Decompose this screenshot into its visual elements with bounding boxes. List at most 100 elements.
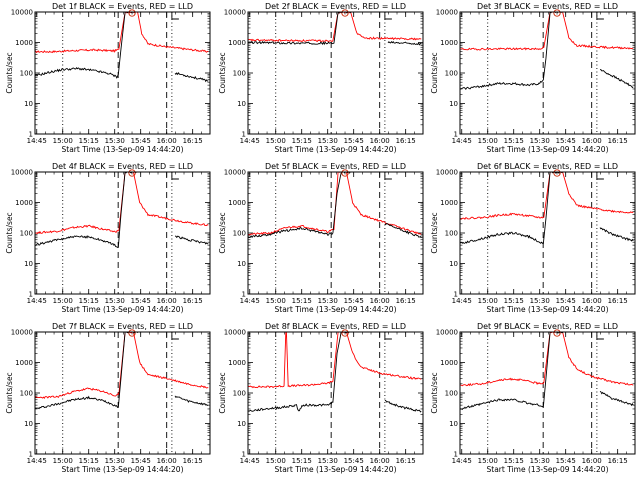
y-tick-label: 1000 (15, 199, 33, 207)
y-tick-label: 1000 (15, 359, 33, 367)
x-tick-label: 14:45 (27, 457, 47, 465)
y-tick-label: 100 (20, 70, 33, 78)
series-events-tail (384, 223, 422, 239)
x-axis-label: Start Time (13-Sep-09 14:44:20) (487, 465, 609, 474)
series-group (460, 332, 634, 410)
y-tick-label: 100 (20, 230, 33, 238)
series-events (460, 332, 564, 410)
interval-bracket (384, 332, 392, 340)
y-axis-label: Counts/sec (5, 212, 14, 253)
panel-title: Det 8f BLACK = Events, RED = LLD (265, 322, 406, 331)
interval-bracket (171, 332, 179, 340)
series-lld (35, 12, 209, 54)
x-tick-label: 15:30 (530, 137, 550, 145)
series-events-tail (174, 235, 209, 245)
x-tick-label: 16:00 (582, 137, 602, 145)
panel-6: Det 6f BLACK = Events, RED = LLD Counts/s… (430, 162, 636, 314)
panel-9: Det 9f BLACK = Events, RED = LLD Counts/s… (430, 322, 636, 474)
x-tick-label: 15:45 (556, 137, 576, 145)
x-tick-label: 15:30 (318, 137, 338, 145)
series-lld (248, 172, 422, 236)
y-tick-label: 10 (237, 420, 246, 428)
panel-title: Det 5f BLACK = Events, RED = LLD (265, 162, 406, 171)
y-axis-label: Counts/sec (218, 52, 227, 93)
x-tick-label: 15:00 (478, 137, 498, 145)
x-tick-label: 16:15 (183, 137, 203, 145)
series-lld (460, 332, 634, 387)
x-tick-label: 15:15 (79, 137, 99, 145)
series-events-tail (599, 227, 634, 242)
x-tick-label: 15:00 (53, 457, 73, 465)
series-events (460, 12, 563, 91)
y-tick-label: 10 (24, 260, 33, 268)
x-tick-label: 15:30 (318, 297, 338, 305)
x-axis-label: Start Time (13-Sep-09 14:44:20) (487, 145, 609, 154)
x-tick-label: 14:45 (27, 137, 47, 145)
x-tick-label: 15:30 (530, 457, 550, 465)
flare-marker (341, 169, 349, 177)
interval-bracket (596, 332, 604, 340)
x-tick-label: 15:30 (105, 297, 125, 305)
y-tick-label: 1 (29, 131, 33, 139)
plot-frame (34, 331, 211, 455)
flare-marker (553, 329, 561, 337)
y-axis-label: Counts/sec (218, 372, 227, 413)
flare-marker (128, 9, 136, 17)
panel-title: Det 1f BLACK = Events, RED = LLD (52, 2, 193, 11)
series-lld (248, 332, 422, 389)
x-tick-label: 15:15 (292, 297, 312, 305)
x-tick-label: 15:00 (266, 457, 286, 465)
series-events (35, 172, 139, 248)
y-tick-label: 100 (233, 390, 246, 398)
x-axis-label: Start Time (13-Sep-09 14:44:20) (275, 465, 397, 474)
series-group (460, 172, 634, 245)
y-tick-label: 1 (29, 451, 33, 459)
panel-7: Det 7f BLACK = Events, RED = LLD Counts/s… (5, 322, 211, 474)
x-tick-label: 15:15 (79, 297, 99, 305)
y-tick-label: 1000 (228, 359, 246, 367)
interval-bracket (171, 12, 179, 20)
plot-frame (459, 11, 636, 135)
x-tick-label: 15:45 (344, 297, 364, 305)
interval-bracket (384, 172, 392, 180)
panel-title: Det 4f BLACK = Events, RED = LLD (52, 162, 193, 171)
y-tick-label: 100 (20, 390, 33, 398)
y-tick-label: 1000 (15, 39, 33, 47)
flare-marker (341, 329, 349, 337)
x-tick-label: 16:00 (370, 457, 390, 465)
x-tick-label: 15:30 (318, 457, 338, 465)
y-tick-label: 100 (445, 390, 458, 398)
x-tick-label: 14:45 (240, 137, 260, 145)
y-tick-label: 10 (24, 420, 33, 428)
series-group (35, 332, 209, 411)
series-lld (248, 12, 422, 43)
x-tick-label: 15:00 (266, 137, 286, 145)
x-tick-label: 15:45 (344, 457, 364, 465)
y-tick-label: 10000 (436, 9, 458, 17)
y-tick-label: 1 (454, 131, 458, 139)
x-tick-label: 16:00 (582, 297, 602, 305)
interval-bracket (171, 172, 179, 180)
x-axis-label: Start Time (13-Sep-09 14:44:20) (62, 465, 184, 474)
panel-1: Det 1f BLACK = Events, RED = LLD Counts/s… (5, 2, 211, 154)
y-axis-label: Counts/sec (430, 372, 439, 413)
x-tick-label: 16:00 (157, 297, 177, 305)
y-tick-label: 10000 (11, 329, 33, 337)
series-events-tail (174, 71, 209, 83)
y-tick-label: 1000 (228, 39, 246, 47)
x-tick-label: 15:45 (131, 137, 151, 145)
series-group (248, 332, 422, 413)
x-tick-label: 15:30 (530, 297, 550, 305)
y-tick-label: 1 (454, 291, 458, 299)
y-tick-label: 10000 (436, 329, 458, 337)
panel-title: Det 2f BLACK = Events, RED = LLD (265, 2, 406, 11)
x-tick-label: 15:45 (556, 297, 576, 305)
x-tick-label: 15:15 (504, 137, 524, 145)
x-tick-label: 16:15 (396, 137, 416, 145)
plot-frame (247, 11, 424, 135)
x-tick-label: 15:45 (131, 297, 151, 305)
x-tick-label: 16:00 (157, 457, 177, 465)
x-tick-label: 14:45 (452, 297, 472, 305)
plot-frame (34, 171, 211, 295)
